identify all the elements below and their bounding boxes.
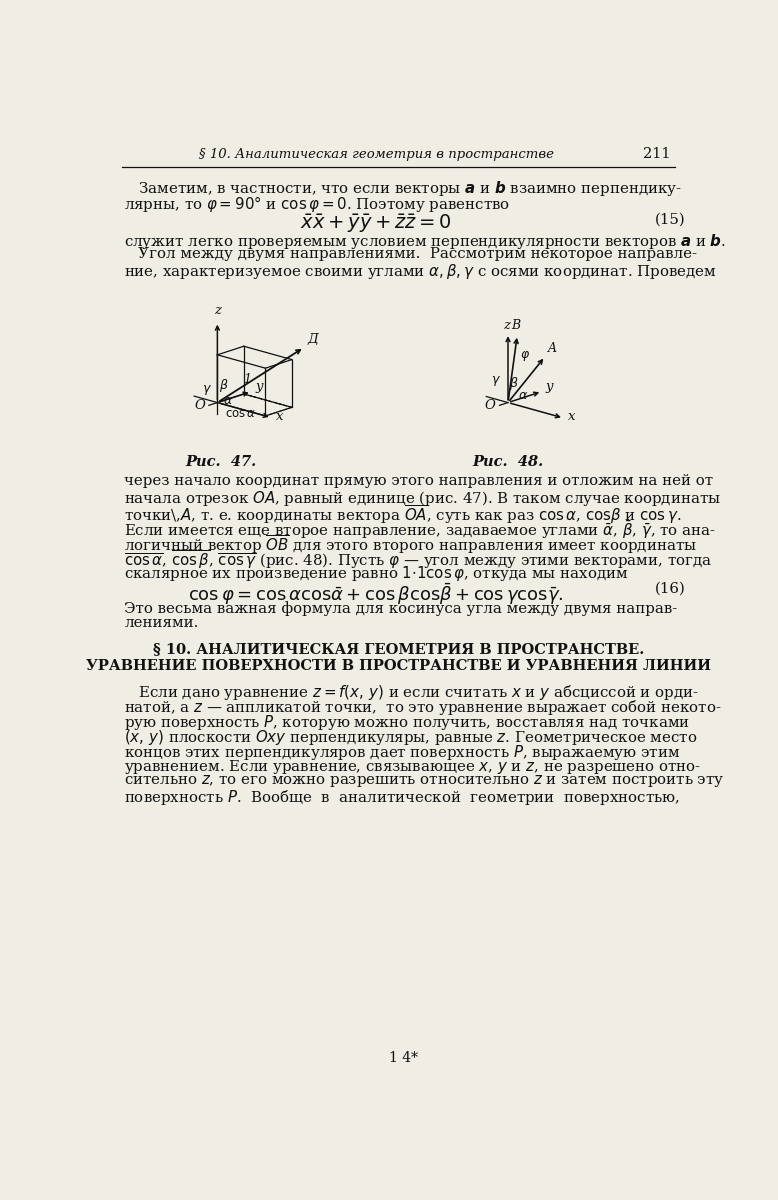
Text: $\beta$: $\beta$: [510, 376, 519, 392]
Text: O: O: [194, 398, 205, 412]
Text: y: y: [546, 380, 553, 392]
Text: $\alpha$: $\alpha$: [518, 389, 528, 402]
Text: $\cos\alpha$: $\cos\alpha$: [225, 407, 256, 420]
Text: (16): (16): [655, 582, 686, 595]
Text: концов этих перпендикуляров дает поверхность $P$, выражаемую этим: концов этих перпендикуляров дает поверхн…: [124, 743, 681, 762]
Text: z: z: [214, 304, 221, 317]
Text: служит легко проверяемым условием перпендикулярности векторов $\boldsymbol{a}$ и: служит легко проверяемым условием перпен…: [124, 232, 727, 251]
Text: уравнением. Если уравнение, связывающее $x$, $y$ и $z$, не разрешено отно-: уравнением. Если уравнение, связывающее …: [124, 758, 702, 776]
Text: поверхность $P$.  Вообще  в  аналитической  геометрии  поверхностью,: поверхность $P$. Вообще в аналитической …: [124, 788, 681, 808]
Text: $\gamma$: $\gamma$: [202, 383, 212, 397]
Text: скалярное их произведение равно $1{\cdot}1\cos\varphi$, откуда мы находим: скалярное их произведение равно $1{\cdot…: [124, 564, 629, 583]
Text: Если имеется еще второе направление, задаваемое углами $\bar\alpha$, $\bar\beta$: Если имеется еще второе направление, зад…: [124, 518, 717, 541]
Text: y: y: [255, 380, 263, 392]
Text: Рис.  48.: Рис. 48.: [472, 455, 544, 469]
Text: логичный вектор $\overline{OB}$ для этого второго направления имеет координаты: логичный вектор $\overline{OB}$ для этог…: [124, 534, 697, 557]
Text: 1 4*: 1 4*: [389, 1051, 418, 1066]
Text: 1: 1: [243, 373, 251, 386]
Text: $(x,\,y)$ плоскости $Oxy$ перпендикуляры, равные $z$. Геометрическое место: $(x,\,y)$ плоскости $Oxy$ перпендикуляры…: [124, 728, 698, 748]
Text: ние, характеризуемое своими углами $\alpha,\beta,\gamma$ с осями координат. Пров: ние, характеризуемое своими углами $\alp…: [124, 262, 717, 281]
Text: рую поверхность $P$, которую можно получить, восставляя над точками: рую поверхность $P$, которую можно получ…: [124, 713, 690, 732]
Text: $\overline{\cos\alpha}$, $\overline{\cos\beta}$, $\overline{\cos\gamma}$ (рис. 4: $\overline{\cos\alpha}$, $\overline{\cos…: [124, 548, 713, 571]
Text: Д: Д: [307, 332, 318, 346]
Text: $\bar{x}\bar{x} + \bar{y}\bar{y} + \bar{z}\bar{z} = 0$: $\bar{x}\bar{x} + \bar{y}\bar{y} + \bar{…: [300, 212, 452, 235]
Text: Это весьма важная формула для косинуса угла между двумя направ-: Это весьма важная формула для косинуса у…: [124, 601, 678, 617]
Text: УРАВНЕНИЕ ПОВЕРХНОСТИ В ПРОСТРАНСТВЕ И УРАВНЕНИЯ ЛИНИИ: УРАВНЕНИЕ ПОВЕРХНОСТИ В ПРОСТРАНСТВЕ И У…: [86, 659, 711, 673]
Text: начала отрезок $OA$, равный единице (рис. 47). В таком случае координаты: начала отрезок $OA$, равный единице (рис…: [124, 488, 721, 508]
Text: x: x: [275, 410, 283, 422]
Text: Заметим, в частности, что если векторы $\boldsymbol{a}$ и $\boldsymbol{b}$ взаим: Заметим, в частности, что если векторы $…: [124, 180, 682, 198]
Text: O: O: [485, 398, 496, 412]
Text: $\cos\varphi = \cos\alpha\cos\!\bar\alpha + \cos\beta\cos\!\bar\beta + \cos\gamm: $\cos\varphi = \cos\alpha\cos\!\bar\alph…: [188, 582, 564, 607]
Text: 211: 211: [643, 146, 671, 161]
Text: $\gamma$: $\gamma$: [492, 374, 501, 389]
Text: сительно $z$, то его можно разрешить относительно $z$ и затем построить эту: сительно $z$, то его можно разрешить отн…: [124, 773, 725, 790]
Text: z: z: [503, 319, 510, 331]
Text: x: x: [568, 410, 575, 424]
Text: B: B: [511, 319, 520, 331]
Text: A: A: [548, 342, 557, 355]
Text: точки\,$A$, т. е. координаты вектора $\overline{OA}$, суть как раз $\cos\alpha$,: точки\,$A$, т. е. координаты вектора $\o…: [124, 504, 682, 527]
Text: $\varphi$: $\varphi$: [520, 349, 530, 362]
Text: лярны, то $\varphi = 90°$ и $\cos \varphi = 0$. Поэтому равенство: лярны, то $\varphi = 90°$ и $\cos \varph…: [124, 194, 510, 215]
Text: Рис.  47.: Рис. 47.: [186, 455, 257, 469]
Text: (15): (15): [655, 212, 686, 227]
Text: § 10. АНАЛИТИЧЕСКАЯ ГЕОМЕТРИЯ В ПРОСТРАНСТВЕ.: § 10. АНАЛИТИЧЕСКАЯ ГЕОМЕТРИЯ В ПРОСТРАН…: [153, 642, 644, 656]
Text: натой, а $z$ — аппликатой точки,  то это уравнение выражает собой некото-: натой, а $z$ — аппликатой точки, то это …: [124, 698, 722, 718]
Text: Если дано уравнение $z=f(x,\,y)$ и если считать $x$ и $y$ абсциссой и орди-: Если дано уравнение $z=f(x,\,y)$ и если …: [124, 683, 699, 702]
Text: через начало координат прямую этого направления и отложим на ней от: через начало координат прямую этого напр…: [124, 474, 713, 487]
Text: $\alpha$: $\alpha$: [223, 394, 233, 407]
Text: $\beta$: $\beta$: [219, 377, 229, 394]
Text: § 10. Аналитическая геометрия в пространстве: § 10. Аналитическая геометрия в простран…: [198, 148, 554, 161]
Text: лениями.: лениями.: [124, 617, 198, 630]
Text: Угол между двумя направлениями.  Рассмотрим некоторое направле-: Угол между двумя направлениями. Рассмотр…: [124, 247, 697, 262]
